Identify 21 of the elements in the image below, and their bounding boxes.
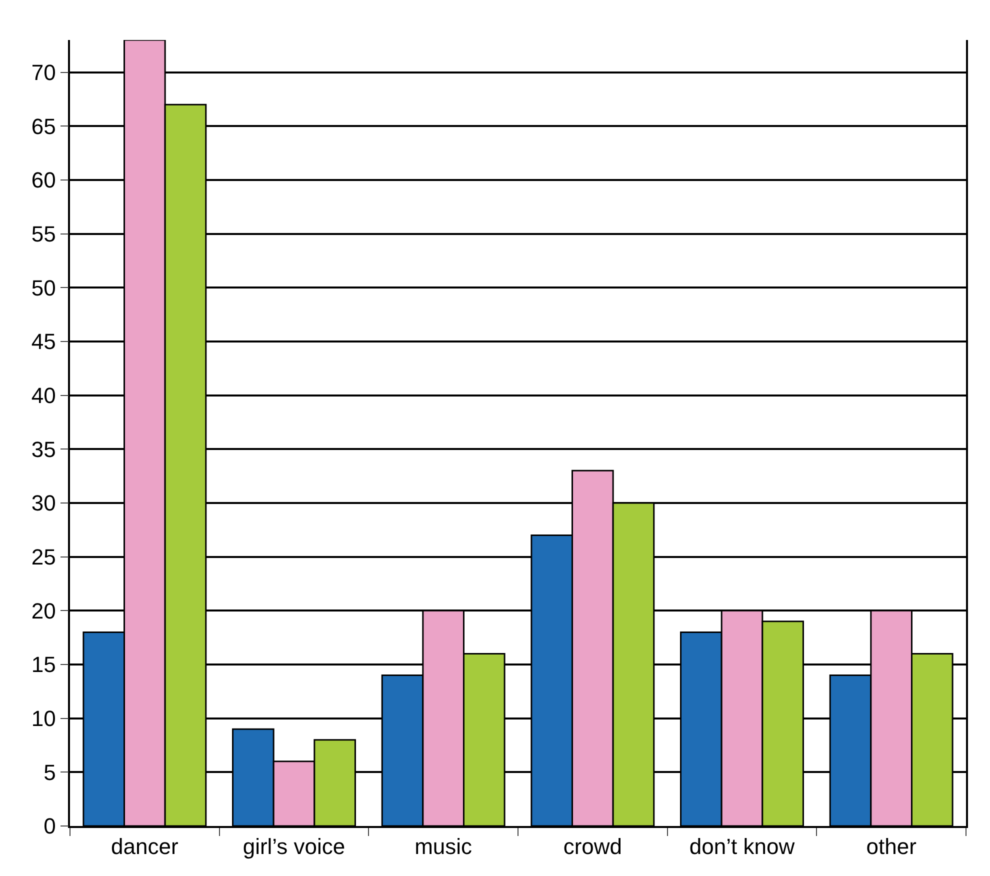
x-tick-label: don’t know [689, 834, 795, 860]
y-tick-label: 30 [31, 490, 56, 516]
y-tick-label: 10 [31, 706, 56, 732]
y-tick-label: 65 [31, 114, 56, 139]
y-tick-label: 40 [31, 383, 56, 408]
x-tick-label: other [866, 834, 916, 860]
y-tick-label: 55 [31, 222, 56, 247]
y-tick-label: 20 [31, 598, 56, 624]
y-tick-label: 70 [31, 60, 56, 85]
x-tick-label: music [414, 834, 472, 860]
y-tick-label: 25 [31, 544, 56, 570]
x-tick-label: crowd [563, 834, 622, 860]
y-tick-label: 50 [31, 275, 56, 300]
y-tick-label: 0 [44, 814, 56, 839]
y-tick-label: 5 [44, 760, 56, 785]
x-tick-label: dancer [111, 834, 178, 860]
y-tick-label: 60 [31, 168, 56, 193]
y-tick-label: 35 [31, 436, 56, 462]
y-tick-label: 15 [31, 652, 56, 678]
x-tick-label: girl’s voice [242, 834, 346, 860]
y-tick-label: 45 [31, 329, 56, 354]
